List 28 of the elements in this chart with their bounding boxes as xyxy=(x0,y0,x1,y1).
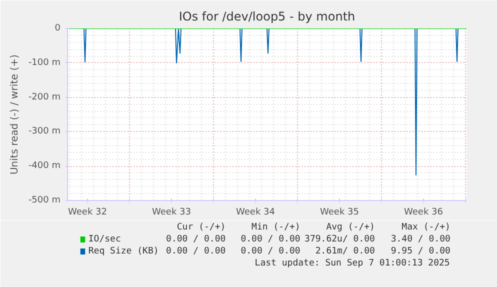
x-tick-label: Week 34 xyxy=(236,208,276,218)
text: 0.00 / 0.00 xyxy=(240,234,300,244)
text: 0.00 / 0.00 xyxy=(166,234,226,244)
x-tick-label: Week 32 xyxy=(68,208,107,218)
x-tick-label: Week 33 xyxy=(152,208,191,218)
legend-label: IO/sec xyxy=(88,234,121,244)
chart-title: IOs for /dev/loop5 - by month xyxy=(178,10,356,24)
text: Min (-/+) xyxy=(252,222,300,232)
x-tick-label: Week 35 xyxy=(320,208,359,218)
text: Cur (-/+) xyxy=(176,222,226,232)
text: 0.00 / 0.00 xyxy=(240,246,300,256)
y-tick-label: -100 m xyxy=(28,58,61,68)
text: 2.61m/ 0.00 xyxy=(315,246,375,256)
text: 9.95 / 0.00 xyxy=(390,246,450,256)
text: Max (-/+) xyxy=(402,222,450,232)
y-tick-label: -500 m xyxy=(28,196,61,206)
y-tick-label: 0 xyxy=(54,24,61,34)
text: Last update: Sun Sep 7 01:00:13 2025 xyxy=(254,258,450,268)
text: 3.40 / 0.00 xyxy=(390,234,450,244)
text: 379.62u/ 0.00 xyxy=(304,234,375,244)
x-tick-label: Week 36 xyxy=(404,208,444,218)
y-tick-label: -200 m xyxy=(28,92,61,102)
y-axis-title: Units read (-) / write (+) xyxy=(9,54,20,175)
y-tick-label: -400 m xyxy=(28,161,61,172)
legend-label: Req Size (KB) xyxy=(88,246,159,256)
y-tick-label: -300 m xyxy=(28,126,61,137)
text: 0.00 / 0.00 xyxy=(166,246,226,256)
text: Avg (-/+) xyxy=(326,222,375,232)
